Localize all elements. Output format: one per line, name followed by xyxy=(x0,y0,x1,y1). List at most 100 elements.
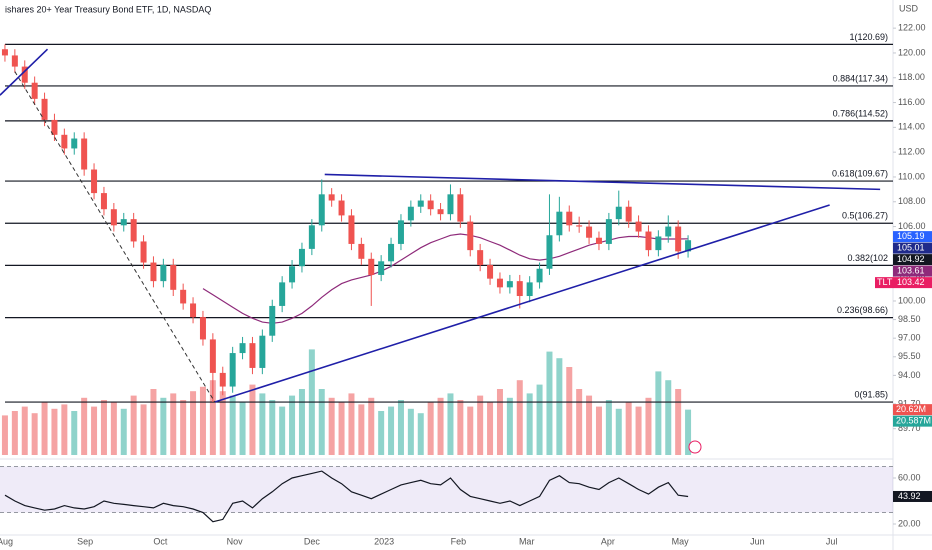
volume-bar xyxy=(229,395,236,455)
volume-tag xyxy=(893,415,932,427)
candle-body xyxy=(496,278,503,288)
price-tag-label: 103.61 xyxy=(897,265,925,275)
volume-bar xyxy=(407,408,414,455)
candle-body xyxy=(526,282,533,297)
candle-body xyxy=(81,138,88,170)
candle-body xyxy=(566,211,573,226)
candle-body xyxy=(348,215,355,244)
volume-bar xyxy=(209,380,216,455)
x-tick-label: Nov xyxy=(227,536,244,546)
candle-body xyxy=(110,209,117,226)
candle-body xyxy=(595,237,602,244)
rsi-tick-label: 60.00 xyxy=(898,472,921,482)
candle-body xyxy=(605,219,612,244)
y-tick-label: 95.50 xyxy=(898,351,921,361)
x-tick-label: Jul xyxy=(826,536,838,546)
candle-body xyxy=(586,226,593,238)
rsi-tick-label: 20.00 xyxy=(898,518,921,528)
volume-bar xyxy=(397,400,404,455)
candle-body xyxy=(150,262,157,282)
volume-bar xyxy=(685,409,692,455)
currency-label: USD xyxy=(899,3,919,13)
candle-body xyxy=(506,281,513,288)
volume-bar xyxy=(586,395,593,455)
candle-body xyxy=(51,119,58,135)
rsi-tag xyxy=(893,490,932,502)
volume-bar xyxy=(546,351,553,455)
volume-bar xyxy=(576,389,583,455)
y-tick-label: 118.00 xyxy=(898,72,925,82)
candle-body xyxy=(160,265,167,282)
price-tag xyxy=(893,277,932,289)
fib-label: 0.236(98.66) xyxy=(837,305,888,315)
symbol-label: TLT xyxy=(877,277,893,287)
candle-body xyxy=(1,49,8,56)
volume-bar xyxy=(635,406,642,455)
candle-body xyxy=(615,206,622,220)
trend-line xyxy=(14,71,216,403)
candle-body xyxy=(100,193,107,210)
candle-body xyxy=(31,82,38,99)
volume-bar xyxy=(655,371,662,455)
candle-body xyxy=(576,225,583,227)
volume-bar xyxy=(605,400,612,455)
candle-body xyxy=(180,289,187,304)
fib-label: 0.382(102 xyxy=(847,253,888,263)
y-tick-label: 122.00 xyxy=(898,23,926,33)
volume-tag-label: 20.62M xyxy=(896,404,926,414)
volume-bar xyxy=(110,402,117,455)
volume-bar xyxy=(427,402,434,455)
candle-body xyxy=(259,335,266,368)
volume-bar xyxy=(496,389,503,455)
volume-bar xyxy=(328,397,335,455)
volume-bar xyxy=(487,402,494,455)
candle-body xyxy=(120,219,127,226)
candle-body xyxy=(536,268,543,283)
volume-bar xyxy=(239,402,246,455)
volume-bar xyxy=(199,386,206,455)
price-tag xyxy=(893,242,932,254)
candle-body xyxy=(190,303,197,318)
volume-bar xyxy=(447,393,454,455)
trend-line xyxy=(0,48,49,96)
volume-bar xyxy=(506,397,513,455)
y-tick-label: 100.00 xyxy=(898,295,926,305)
candle-body xyxy=(229,353,236,387)
x-tick-label: Mar xyxy=(519,536,535,546)
x-tick-label: Jun xyxy=(750,536,765,546)
fib-label: 0.618(109.67) xyxy=(832,168,888,178)
rsi-line xyxy=(4,470,689,523)
candle-body xyxy=(675,226,682,252)
y-tick-label: 89.70 xyxy=(898,423,921,433)
candle-body xyxy=(219,372,226,387)
x-tick-label: Dec xyxy=(304,536,321,546)
x-tick-label: Feb xyxy=(451,536,467,546)
volume-bar xyxy=(140,404,147,455)
volume-bar xyxy=(249,384,256,455)
fib-label: 1(120.69) xyxy=(849,32,888,42)
candle-body xyxy=(417,200,424,207)
fib-label: 0.884(117.34) xyxy=(833,73,888,83)
candle-body xyxy=(328,194,335,201)
volume-bar xyxy=(665,380,672,455)
price-tag-label: 103.42 xyxy=(897,277,925,287)
y-tick-label: 98.50 xyxy=(898,314,921,324)
price-tag xyxy=(893,254,932,266)
candle-body xyxy=(655,236,662,251)
volume-bar xyxy=(675,389,682,455)
volume-tag-label: 20.587M xyxy=(896,416,931,426)
volume-bar xyxy=(71,411,78,455)
volume-bar xyxy=(61,404,68,455)
candle-body xyxy=(427,200,434,210)
fib-label: 0(91.85) xyxy=(854,389,888,399)
fib-label: 0.5(106.27) xyxy=(842,211,888,221)
candle-body xyxy=(437,209,444,215)
candle-body xyxy=(71,138,78,149)
candle-body xyxy=(239,343,246,354)
candle-body xyxy=(130,219,137,242)
volume-bar xyxy=(566,367,573,455)
candle-body xyxy=(635,221,642,232)
candle-body xyxy=(487,265,494,279)
candle-body xyxy=(516,281,523,297)
